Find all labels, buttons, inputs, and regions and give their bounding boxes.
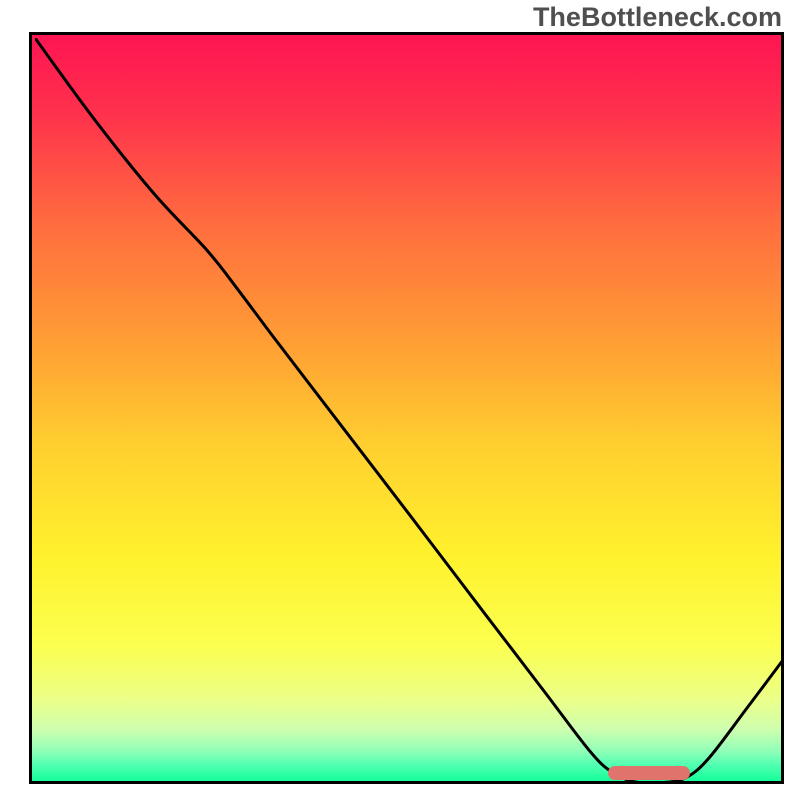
plot-area — [29, 32, 784, 784]
watermark-text: TheBottleneck.com — [533, 2, 782, 33]
chart-frame: TheBottleneck.com — [0, 0, 800, 800]
curve-line — [35, 38, 784, 784]
optimum-marker — [608, 766, 690, 780]
